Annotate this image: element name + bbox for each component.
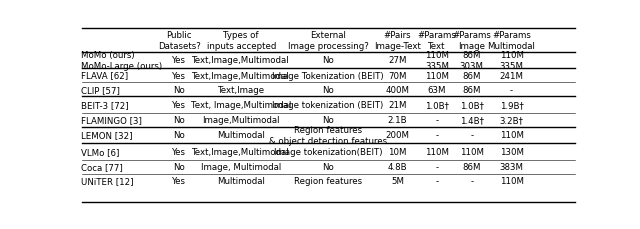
Text: No: No [322, 85, 334, 94]
Text: Image Tokenization (BEIT): Image Tokenization (BEIT) [272, 71, 384, 80]
Text: 110M
335M: 110M 335M [425, 50, 449, 71]
Text: -: - [470, 177, 474, 185]
Text: -: - [510, 85, 513, 94]
Text: 110M: 110M [425, 71, 449, 80]
Text: 3.2B†: 3.2B† [499, 116, 524, 125]
Text: -: - [470, 131, 474, 140]
Text: Text,Image,Multimodal: Text,Image,Multimodal [193, 56, 290, 65]
Text: FLAMINGO [3]: FLAMINGO [3] [81, 116, 142, 125]
Text: CLIP [57]: CLIP [57] [81, 85, 120, 94]
Text: 1.0B†: 1.0B† [460, 101, 484, 109]
Text: 400M: 400M [385, 85, 410, 94]
Text: Image tokenization (BEIT): Image tokenization (BEIT) [273, 101, 383, 109]
Text: No: No [173, 162, 185, 171]
Text: FLAVA [62]: FLAVA [62] [81, 71, 129, 80]
Text: -: - [436, 116, 438, 125]
Text: 86M: 86M [463, 71, 481, 80]
Text: Yes: Yes [172, 101, 186, 109]
Text: Types of
inputs accepted: Types of inputs accepted [207, 31, 276, 51]
Text: 110M: 110M [425, 147, 449, 156]
Text: -: - [436, 131, 438, 140]
Text: No: No [322, 56, 334, 65]
Text: #Params
Text: #Params Text [418, 31, 456, 51]
Text: Yes: Yes [172, 56, 186, 65]
Text: Multimodal: Multimodal [217, 131, 265, 140]
Text: Public
Datasets?: Public Datasets? [158, 31, 200, 51]
Text: Yes: Yes [172, 177, 186, 185]
Text: 21M: 21M [388, 101, 406, 109]
Text: MoMo (ours)
MoMo-Large (ours): MoMo (ours) MoMo-Large (ours) [81, 50, 163, 71]
Text: 110M: 110M [460, 147, 484, 156]
Text: Yes: Yes [172, 71, 186, 80]
Text: 200M: 200M [385, 131, 410, 140]
Text: -: - [436, 162, 438, 171]
Text: 70M: 70M [388, 71, 406, 80]
Text: LEMON [32]: LEMON [32] [81, 131, 133, 140]
Text: 1.9B†: 1.9B† [500, 101, 524, 109]
Text: 110M: 110M [499, 131, 524, 140]
Text: 130M: 130M [499, 147, 524, 156]
Text: No: No [173, 116, 185, 125]
Text: 5M: 5M [391, 177, 404, 185]
Text: 27M: 27M [388, 56, 406, 65]
Text: UNiTER [12]: UNiTER [12] [81, 177, 134, 185]
Text: #Pairs
Image-Text: #Pairs Image-Text [374, 31, 421, 51]
Text: BEIT-3 [72]: BEIT-3 [72] [81, 101, 129, 109]
Text: 110M
335M: 110M 335M [499, 50, 524, 71]
Text: Text,Image: Text,Image [218, 85, 265, 94]
Text: No: No [322, 116, 334, 125]
Text: Yes: Yes [172, 147, 186, 156]
Text: No: No [322, 162, 334, 171]
Text: Image,Multimodal: Image,Multimodal [202, 116, 280, 125]
Text: Multimodal: Multimodal [217, 177, 265, 185]
Text: Text, Image,Multimodal: Text, Image,Multimodal [191, 101, 291, 109]
Text: 86M
303M: 86M 303M [460, 50, 484, 71]
Text: 1.0B†: 1.0B† [425, 101, 449, 109]
Text: 1.4B†: 1.4B† [460, 116, 484, 125]
Text: 4.8B: 4.8B [388, 162, 407, 171]
Text: 86M: 86M [463, 85, 481, 94]
Text: Image, Multimodal: Image, Multimodal [201, 162, 282, 171]
Text: VLMo [6]: VLMo [6] [81, 147, 120, 156]
Text: 241M: 241M [499, 71, 524, 80]
Text: 63M: 63M [428, 85, 446, 94]
Text: 10M: 10M [388, 147, 406, 156]
Text: External
Image processing?: External Image processing? [287, 31, 369, 51]
Text: No: No [173, 131, 185, 140]
Text: Text,Image,Multimodal: Text,Image,Multimodal [193, 71, 290, 80]
Text: 2.1B: 2.1B [388, 116, 407, 125]
Text: #Params
Multimodal: #Params Multimodal [488, 31, 536, 51]
Text: Text,Image,Multimodal: Text,Image,Multimodal [193, 147, 290, 156]
Text: 86M: 86M [463, 162, 481, 171]
Text: Region features: Region features [294, 177, 362, 185]
Text: 110M: 110M [499, 177, 524, 185]
Text: No: No [173, 85, 185, 94]
Text: Region features
& object detection features: Region features & object detection featu… [269, 125, 387, 146]
Text: Image tokenization(BEIT): Image tokenization(BEIT) [274, 147, 382, 156]
Text: #Params
Image: #Params Image [452, 31, 492, 51]
Text: 383M: 383M [499, 162, 524, 171]
Text: Coca [77]: Coca [77] [81, 162, 124, 171]
Text: -: - [436, 177, 438, 185]
